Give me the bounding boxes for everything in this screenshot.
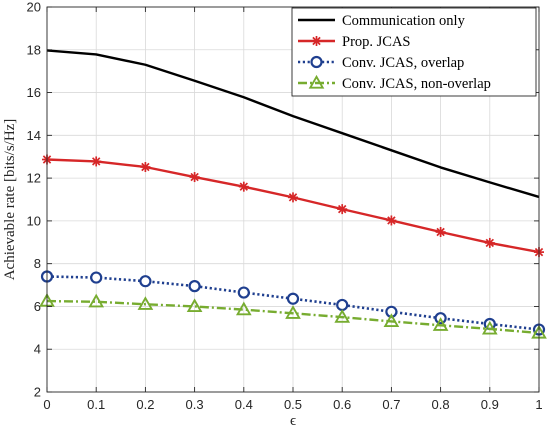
legend-label: Prop. JCAS	[342, 34, 411, 50]
legend-item: Prop. JCAS	[298, 34, 411, 50]
data-point	[288, 192, 298, 203]
legend-label: Communication only	[342, 13, 466, 29]
data-point	[383, 313, 400, 328]
data-point	[91, 156, 102, 167]
data-point	[285, 305, 301, 319]
asterisk-stroke	[337, 204, 347, 214]
asterisk-stroke	[387, 216, 396, 225]
legend-item: Communication only	[298, 13, 466, 29]
data-point	[386, 215, 397, 226]
x-tick-label: 0.9	[481, 397, 499, 412]
axis-ticks: 0 0.1 0.2 0.3 0.4 0.5 0.6 0.7 0.8 0.9 124681012141…	[27, 0, 543, 412]
legend-items: Communication only Prop. JCAS Conv. JCAS, …	[298, 13, 491, 92]
asterisk-stroke	[436, 227, 445, 237]
y-tick-label: 18	[27, 42, 41, 57]
data-point	[336, 298, 349, 312]
x-tick-label: 0.1	[87, 397, 105, 412]
x-tick-label: 0.6	[333, 397, 351, 412]
x-axis-title: ϵ	[290, 413, 296, 429]
y-tick-label: 8	[34, 256, 41, 271]
asterisk-stroke	[239, 182, 249, 191]
data-point	[189, 172, 200, 183]
y-tick-label: 2	[34, 385, 41, 400]
legend-label: Conv. JCAS, overlap	[342, 55, 464, 71]
x-tick-label: 0.5	[284, 397, 302, 412]
x-tick-label: 0.2	[136, 397, 154, 412]
asterisk-stroke	[91, 157, 101, 166]
data-point	[90, 271, 103, 284]
legend: Communication only Prop. JCAS Conv. JCAS, …	[291, 7, 537, 97]
asterisk-stroke	[141, 162, 150, 172]
x-tick-label: 1	[535, 397, 542, 412]
y-tick-label: 12	[27, 171, 41, 186]
data-point	[337, 204, 348, 215]
data-point	[235, 301, 252, 316]
asterisk-stroke	[190, 172, 199, 182]
legend-item: Conv. JCAS, non-overlap	[298, 74, 491, 92]
x-tick-label: 0.7	[382, 397, 400, 412]
asterisk-stroke	[288, 193, 298, 202]
legend-item: Conv. JCAS, overlap	[298, 55, 464, 71]
data-point	[237, 286, 250, 299]
data-point	[484, 237, 495, 248]
x-tick-label: 0.8	[432, 397, 450, 412]
y-tick-label: 16	[27, 85, 41, 100]
y-tick-label: 4	[34, 342, 41, 357]
y-tick-label: 10	[27, 213, 41, 228]
x-tick-label: 0.3	[186, 397, 204, 412]
data-point	[334, 309, 351, 323]
data-point	[139, 275, 152, 288]
series-communication-only	[46, 49, 540, 199]
series-line	[46, 49, 540, 199]
y-tick-label: 14	[27, 128, 41, 143]
y-axis-title: Achievable rate [bits/s/Hz]	[2, 119, 18, 281]
data-point	[481, 320, 498, 335]
legend-label: Conv. JCAS, non-overlap	[342, 76, 491, 92]
data-point	[188, 280, 201, 293]
series-line	[46, 275, 540, 331]
series-conv-jcas-non-overlap	[39, 292, 547, 339]
data-point	[435, 227, 446, 238]
legend-marker	[311, 36, 322, 46]
asterisk-stroke	[485, 238, 495, 248]
y-tick-label: 6	[34, 299, 41, 314]
series-lines	[39, 49, 547, 339]
x-tick-label: 0	[43, 397, 50, 412]
data-point	[140, 161, 151, 172]
data-point	[238, 181, 249, 192]
data-point	[88, 293, 105, 308]
legend-box	[291, 7, 537, 97]
y-tick-label: 20	[27, 0, 41, 15]
x-tick-label: 0.4	[235, 397, 253, 412]
data-point	[137, 296, 154, 310]
series-line	[46, 299, 540, 335]
legend-marker	[310, 55, 323, 69]
data-point	[432, 317, 449, 331]
asterisk-stroke	[312, 36, 321, 46]
legend-marker	[308, 74, 325, 89]
data-point	[286, 292, 300, 305]
data-point	[186, 298, 203, 313]
